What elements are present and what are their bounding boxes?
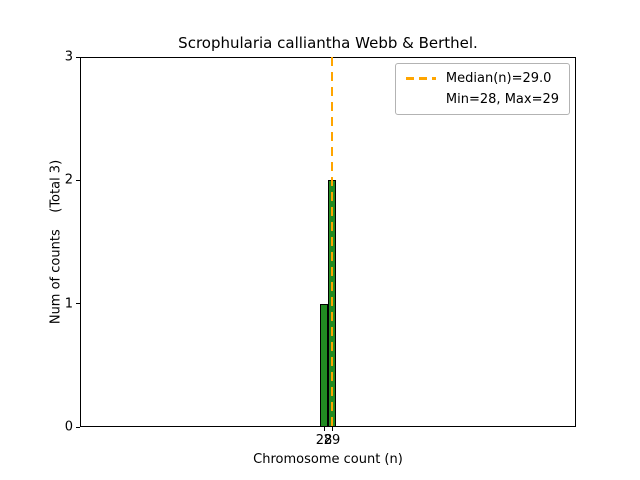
x-tick [323,427,325,431]
chart-title: Scrophularia calliantha Webb & Berthel. [178,34,478,52]
median-dashed-line-icon [405,77,436,80]
legend-spacer [406,98,436,101]
median-line [331,57,333,427]
x-tick [331,427,333,431]
y-axis-label: Num of counts (Total 3) [48,159,64,325]
y-tick [76,179,80,181]
y-tick [76,56,80,58]
legend-median-label: Median(n)=29.0 [445,71,552,86]
legend-row-minmax: Min=28, Max=29 [406,92,559,107]
bar-28 [320,303,328,427]
y-tick [76,303,80,305]
y-tick-label: 1 [64,296,73,312]
x-axis-label: Chromosome count (n) [253,452,403,467]
y-tick-label: 2 [64,172,73,188]
y-tick-label: 3 [64,49,73,65]
legend-row-median: Median(n)=29.0 [405,71,559,86]
y-tick [76,426,80,428]
legend: Median(n)=29.0 Min=28, Max=29 [394,63,570,115]
x-tick-label: 28 [315,433,333,448]
x-tick-label: 29 [323,433,341,448]
y-tick-label: 0 [64,419,73,435]
legend-minmax-label: Min=28, Max=29 [445,92,559,107]
